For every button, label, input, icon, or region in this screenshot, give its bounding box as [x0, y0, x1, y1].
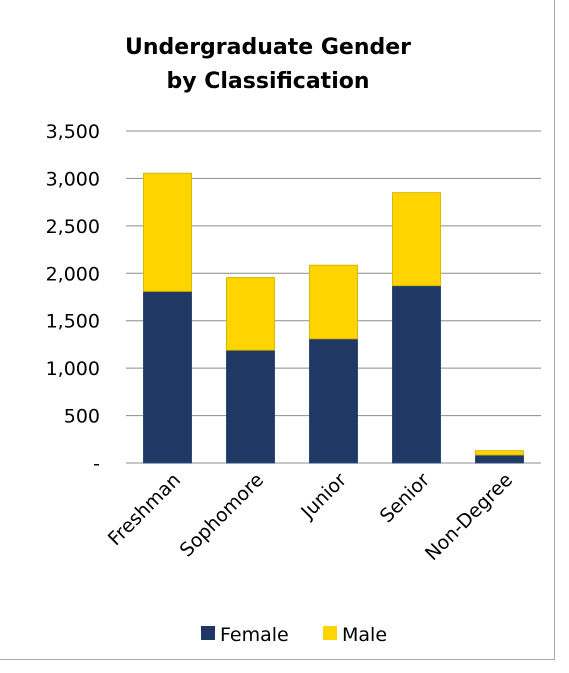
y-tick-label: 1,000	[46, 358, 100, 380]
y-tick-label: 1,500	[46, 311, 100, 333]
chart-title: Undergraduate Gender by Classification	[125, 35, 411, 94]
y-tick-label: -	[93, 453, 100, 475]
chart-frame: Undergraduate Gender by Classification -…	[0, 0, 555, 660]
chart-title-line-2: by Classification	[166, 69, 369, 94]
bar-female-freshman	[143, 290, 192, 464]
bar-female-non-degree	[475, 454, 524, 464]
chart-title-line-1: Undergraduate Gender	[125, 35, 411, 60]
bar-female-junior	[309, 338, 358, 464]
bar-female-senior	[392, 285, 441, 464]
y-tick-label: 3,000	[46, 168, 100, 190]
bar-male-junior	[309, 264, 358, 340]
legend-swatch-male	[323, 626, 337, 640]
x-category-label: Freshman	[104, 469, 185, 550]
bar-male-freshman	[143, 172, 192, 292]
y-tick-label: 2,500	[46, 216, 100, 238]
legend-label-female: Female	[220, 624, 289, 646]
y-tick-label: 2,000	[46, 263, 100, 285]
bar-male-senior	[392, 192, 441, 287]
x-category-label: Sophomore	[176, 469, 268, 561]
y-axis-tick-labels: - 500 1,000 1,500 2,000 2,500 3,000 3,500	[46, 121, 100, 475]
legend: Female Male	[201, 624, 387, 646]
x-category-label: Senior	[376, 469, 434, 527]
x-category-label: Non-Degree	[421, 469, 517, 565]
y-tick-label: 3,500	[46, 121, 100, 143]
bar-male-non-degree	[475, 450, 524, 456]
legend-label-male: Male	[342, 624, 387, 646]
x-category-label: Junior	[296, 469, 351, 524]
bar-male-sophomore	[226, 277, 275, 351]
y-tick-label: 500	[64, 406, 100, 428]
bar-female-sophomore	[226, 349, 275, 464]
bars	[143, 172, 524, 464]
legend-swatch-female	[201, 626, 215, 640]
